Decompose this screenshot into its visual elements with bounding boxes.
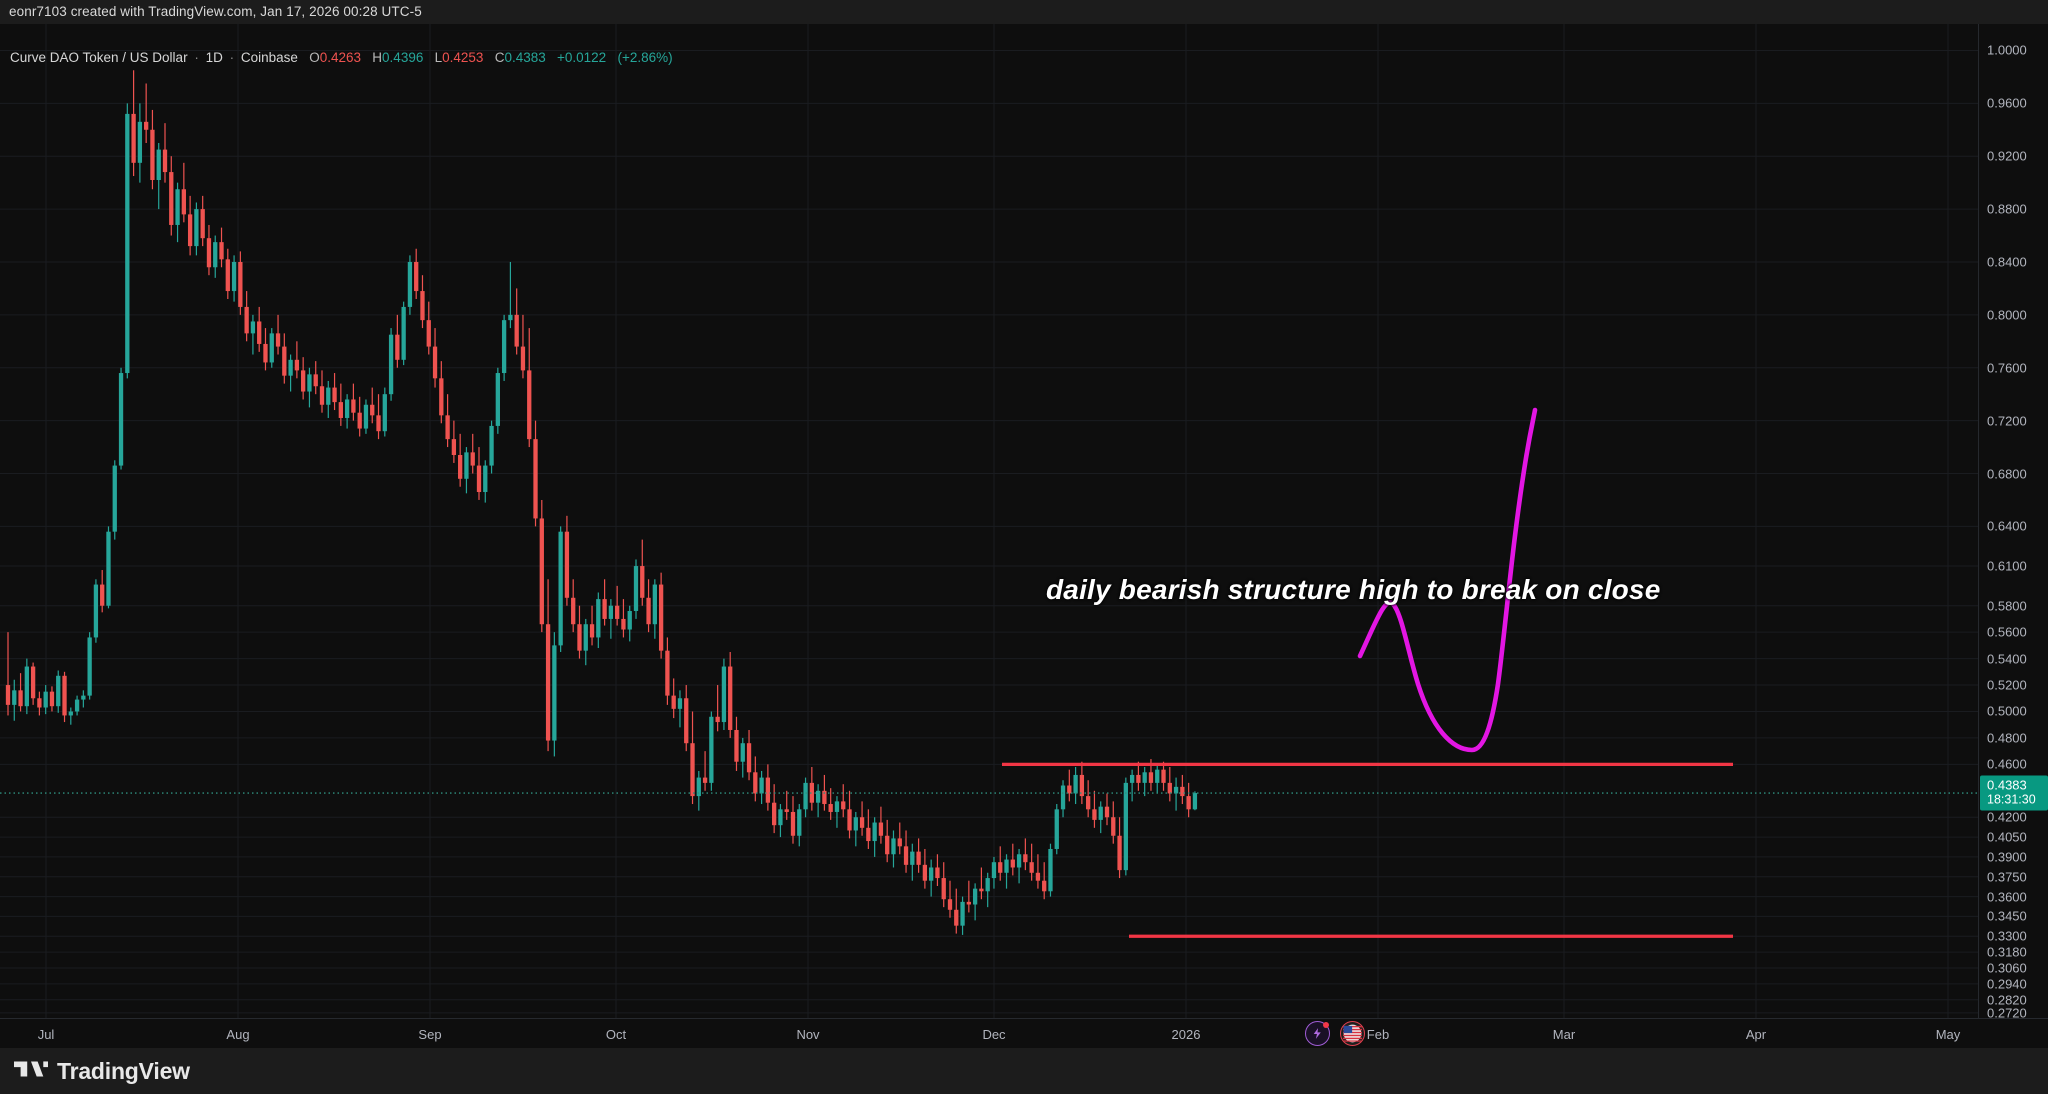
notification-dot — [1323, 1022, 1329, 1028]
bar-countdown: 18:31:30 — [1987, 792, 2036, 807]
lightning-bolt-icon[interactable] — [1305, 1021, 1330, 1046]
price-tick-label: 0.2940 — [1987, 976, 2027, 992]
price-tick-label: 0.6400 — [1987, 518, 2027, 534]
price-tick-label: 0.6800 — [1987, 466, 2027, 481]
attribution-bar: eonr7103 created with TradingView.com, J… — [0, 0, 2048, 24]
tradingview-brand-label: TradingView — [57, 1057, 190, 1084]
price-axis[interactable]: 0.4383 18:31:30 1.0000 0.9600 0.9200 0.8800… — [1978, 24, 2048, 1048]
price-tick-label: 0.5200 — [1987, 677, 2027, 693]
time-tick-label: Apr — [1745, 1027, 1767, 1042]
time-tick-label: Oct — [605, 1027, 627, 1042]
price-tick-label: 0.3900 — [1987, 849, 2027, 865]
price-tick-label: 0.3300 — [1987, 928, 2027, 944]
chart-badges — [1305, 1021, 1365, 1046]
chart-plot-area[interactable] — [0, 24, 1978, 1042]
tradingview-logo-icon — [14, 1058, 48, 1085]
price-tick-label: 0.7600 — [1987, 360, 2027, 376]
price-tick-label: 0.2720 — [1987, 1005, 2027, 1021]
time-tick-label: Jul — [37, 1027, 55, 1042]
time-tick-label: Sep — [418, 1027, 442, 1042]
price-tick-label: 0.3750 — [1987, 869, 2027, 885]
time-tick-label: 2026 — [1171, 1027, 1201, 1042]
price-tick-label: 0.5000 — [1987, 703, 2027, 719]
price-tick-label: 0.3450 — [1987, 908, 2027, 924]
chart-frame: Curve DAO Token / US Dollar · 1D · Coinb… — [0, 24, 2048, 1048]
price-tick-label: 1.0000 — [1987, 42, 2027, 58]
price-tick-label: 0.5400 — [1987, 651, 2027, 667]
chart-drawings-overlay[interactable] — [0, 24, 1978, 1042]
price-tick-label: 0.5600 — [1987, 624, 2027, 640]
time-tick-label: Dec — [982, 1027, 1006, 1042]
price-tick-label: 0.3060 — [1987, 960, 2027, 976]
price-tick-label: 0.4050 — [1987, 829, 2027, 845]
price-tick-label: 0.6100 — [1987, 558, 2027, 574]
time-tick-label: Mar — [1552, 1027, 1576, 1042]
us-flag-icon[interactable] — [1340, 1021, 1365, 1046]
price-tick-label: 0.3180 — [1987, 944, 2027, 960]
price-tick-label: 0.9200 — [1987, 148, 2027, 164]
price-tick-label: 0.3600 — [1987, 889, 2027, 905]
price-tick-label: 0.9600 — [1987, 95, 2027, 111]
price-tick-label: 0.4200 — [1987, 809, 2027, 825]
time-tick-label: Feb — [1366, 1027, 1390, 1042]
price-tick-label: 0.5800 — [1987, 598, 2027, 614]
time-axis[interactable]: Jul Aug Sep Oct Nov Dec 2026 Feb Mar Apr May — [0, 1018, 2048, 1048]
price-tick-label: 0.8000 — [1987, 307, 2027, 323]
time-tick-label: Nov — [796, 1027, 820, 1042]
footer-bar: TradingView — [0, 1048, 2048, 1094]
chart-annotation-text[interactable]: daily bearish structure high to break on… — [1046, 574, 1661, 605]
price-tick-label: 0.8800 — [1987, 201, 2027, 217]
price-tick-label: 0.4600 — [1987, 756, 2027, 772]
price-tick-label: 0.8400 — [1987, 254, 2027, 270]
price-tick-label: 0.4800 — [1987, 730, 2027, 746]
current-price-value: 0.4383 — [1987, 777, 2027, 793]
current-price-badge: 0.4383 18:31:30 — [1980, 775, 2048, 811]
candlestick-series — [5, 70, 1198, 935]
price-tick-label: 0.2820 — [1987, 992, 2027, 1008]
time-tick-label: Aug — [226, 1027, 250, 1042]
price-tick-label: 0.7200 — [1987, 413, 2027, 429]
time-tick-label: May — [1935, 1027, 1961, 1042]
